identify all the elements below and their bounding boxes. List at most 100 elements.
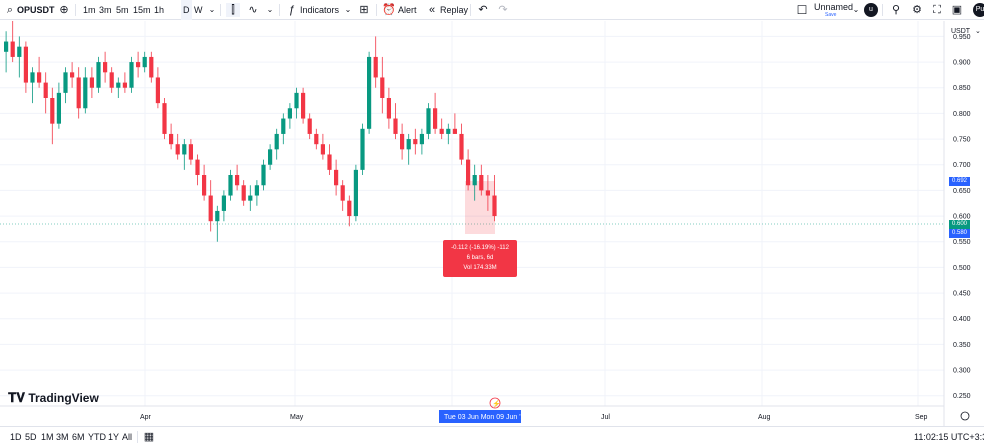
alarm-icon[interactable]: ⏰ <box>382 4 396 16</box>
candle-body <box>446 128 451 134</box>
range-3m[interactable]: 3M <box>56 432 69 442</box>
candle-body <box>485 190 490 196</box>
time-settings-icon[interactable] <box>960 411 970 421</box>
calendar-icon[interactable]: ▦ <box>143 431 155 443</box>
low-price-tag: 0.580 <box>949 229 971 238</box>
chevron-down-icon[interactable]: ⌄ <box>266 5 274 14</box>
layout-checkbox-icon[interactable]: ☐ <box>796 3 808 17</box>
interval-5m[interactable]: 5m <box>116 5 129 15</box>
divider <box>220 4 221 16</box>
candle-body <box>241 185 246 201</box>
user-badge[interactable]: u <box>864 3 878 17</box>
candle-body <box>254 185 259 196</box>
candle-body <box>426 108 431 134</box>
price-label: 0.950 <box>953 34 971 41</box>
candle-body <box>56 92 61 124</box>
redo-icon[interactable]: ↷ <box>498 4 508 16</box>
candle-body <box>386 98 391 119</box>
alert-button[interactable]: Alert <box>398 5 417 15</box>
interval-d[interactable]: D <box>181 0 192 20</box>
range-all[interactable]: All <box>122 432 133 442</box>
divider <box>279 4 280 16</box>
measure-tooltip: -0.112 (-16.19%) -112 6 bars, 6d Vol 174… <box>443 240 517 277</box>
divider <box>137 431 138 443</box>
currency-label[interactable]: USDT <box>951 28 971 35</box>
replay-icon[interactable]: « <box>428 4 436 16</box>
interval-1m[interactable]: 1m <box>83 5 96 15</box>
range-1y[interactable]: 1Y <box>108 432 120 442</box>
indicators-button[interactable]: Indicators <box>300 5 340 15</box>
price-chart[interactable]: USDT ⌄ 0.950 0.900 0.850 0.800 0.750 0.700 0.6… <box>0 21 984 426</box>
event-bolt-icon[interactable] <box>489 397 501 409</box>
candle-body <box>433 108 438 129</box>
quick-search-icon[interactable]: ⚲ <box>891 4 901 16</box>
price-label: 0.750 <box>953 137 971 144</box>
candle-body <box>492 195 497 217</box>
bolt-icon: ⚡ <box>492 399 501 408</box>
range-ytd[interactable]: YTD <box>88 432 106 442</box>
time-axis[interactable]: Apr May Jul Aug Sep <box>140 414 928 421</box>
candle-body <box>459 133 464 160</box>
candle-body <box>413 139 418 145</box>
candle-body <box>235 175 240 186</box>
layout-grid-icon[interactable]: ⊞ <box>359 4 369 16</box>
month-label: Aug <box>758 414 771 421</box>
candle-body <box>23 46 28 83</box>
add-symbol-icon[interactable]: ⊕ <box>59 4 69 16</box>
chart-area[interactable]: USDT ⌄ 0.950 0.900 0.850 0.800 0.750 0.700 0.6… <box>0 21 984 426</box>
price-label: 0.650 <box>953 188 971 195</box>
candles <box>4 21 497 242</box>
candle-body <box>406 139 411 150</box>
bottom-toolbar: 1D 5D 1M 3M 6M YTD 1Y All ▦ 11:02:15 UTC… <box>0 426 984 446</box>
avatar[interactable]: Pu <box>973 3 984 17</box>
candle-body <box>10 41 15 57</box>
candle-body <box>419 133 424 145</box>
clock-timezone[interactable]: 11:02:15 UTC+3:30 <box>914 432 984 442</box>
month-label: Sep <box>915 414 928 421</box>
candle-body <box>221 195 226 211</box>
settings-icon[interactable]: ⚙ <box>912 4 922 16</box>
candle-body <box>142 56 147 68</box>
interval-1h[interactable]: 1h <box>154 5 165 15</box>
save-label[interactable]: Save <box>825 12 837 18</box>
search-icon[interactable]: ⌕ <box>6 4 14 16</box>
candle-body <box>17 46 22 57</box>
interval-3m[interactable]: 3m <box>99 5 112 15</box>
candle-body <box>63 72 68 93</box>
candle-body <box>169 133 174 145</box>
range-5d[interactable]: 5D <box>25 432 37 442</box>
tradingview-logo[interactable]: 𝐓𝐕 TradingView <box>8 390 99 406</box>
symbol-name[interactable]: OPUSDT <box>17 5 55 15</box>
candle-body <box>281 118 286 134</box>
line-chart-icon[interactable]: ∿ <box>248 4 258 16</box>
range-1d[interactable]: 1D <box>10 432 22 442</box>
price-axis[interactable]: 0.950 0.900 0.850 0.800 0.750 0.700 0.650 0.600… <box>953 34 971 400</box>
candle-body <box>228 175 233 196</box>
candles-icon[interactable]: ⫿ <box>226 3 240 17</box>
fullscreen-icon[interactable]: ⛶ <box>933 4 941 16</box>
divider <box>376 4 377 16</box>
top-toolbar: ⌕ OPUSDT ⊕ 1m 3m 5m 15m 1h D W ⌄ ⫿ ∿ ⌄ ƒ… <box>0 0 984 20</box>
chevron-down-icon[interactable]: ⌄ <box>852 5 860 14</box>
price-label: 0.250 <box>953 393 971 400</box>
candle-body <box>314 133 319 145</box>
replay-button[interactable]: Replay <box>440 5 469 15</box>
candle-body <box>136 62 141 68</box>
layout-name[interactable]: Unnamed <box>814 2 854 12</box>
candle-body <box>452 128 457 134</box>
undo-icon[interactable]: ↶ <box>478 4 488 16</box>
indicators-icon[interactable]: ƒ <box>288 4 296 16</box>
camera-icon[interactable]: ▣ <box>951 4 963 16</box>
chevron-down-icon[interactable]: ⌄ <box>208 5 216 14</box>
range-6m[interactable]: 6M <box>72 432 85 442</box>
range-1m[interactable]: 1M <box>41 432 54 442</box>
chevron-down-icon[interactable]: ⌄ <box>344 5 352 14</box>
candle-body <box>208 195 213 222</box>
candle-body <box>439 128 444 134</box>
chevron-down-icon[interactable]: ⌄ <box>975 28 981 35</box>
month-label: Apr <box>140 414 152 421</box>
interval-w[interactable]: W <box>194 5 203 15</box>
candle-body <box>393 118 398 134</box>
interval-15m[interactable]: 15m <box>133 5 151 15</box>
price-label: 0.900 <box>953 60 971 67</box>
